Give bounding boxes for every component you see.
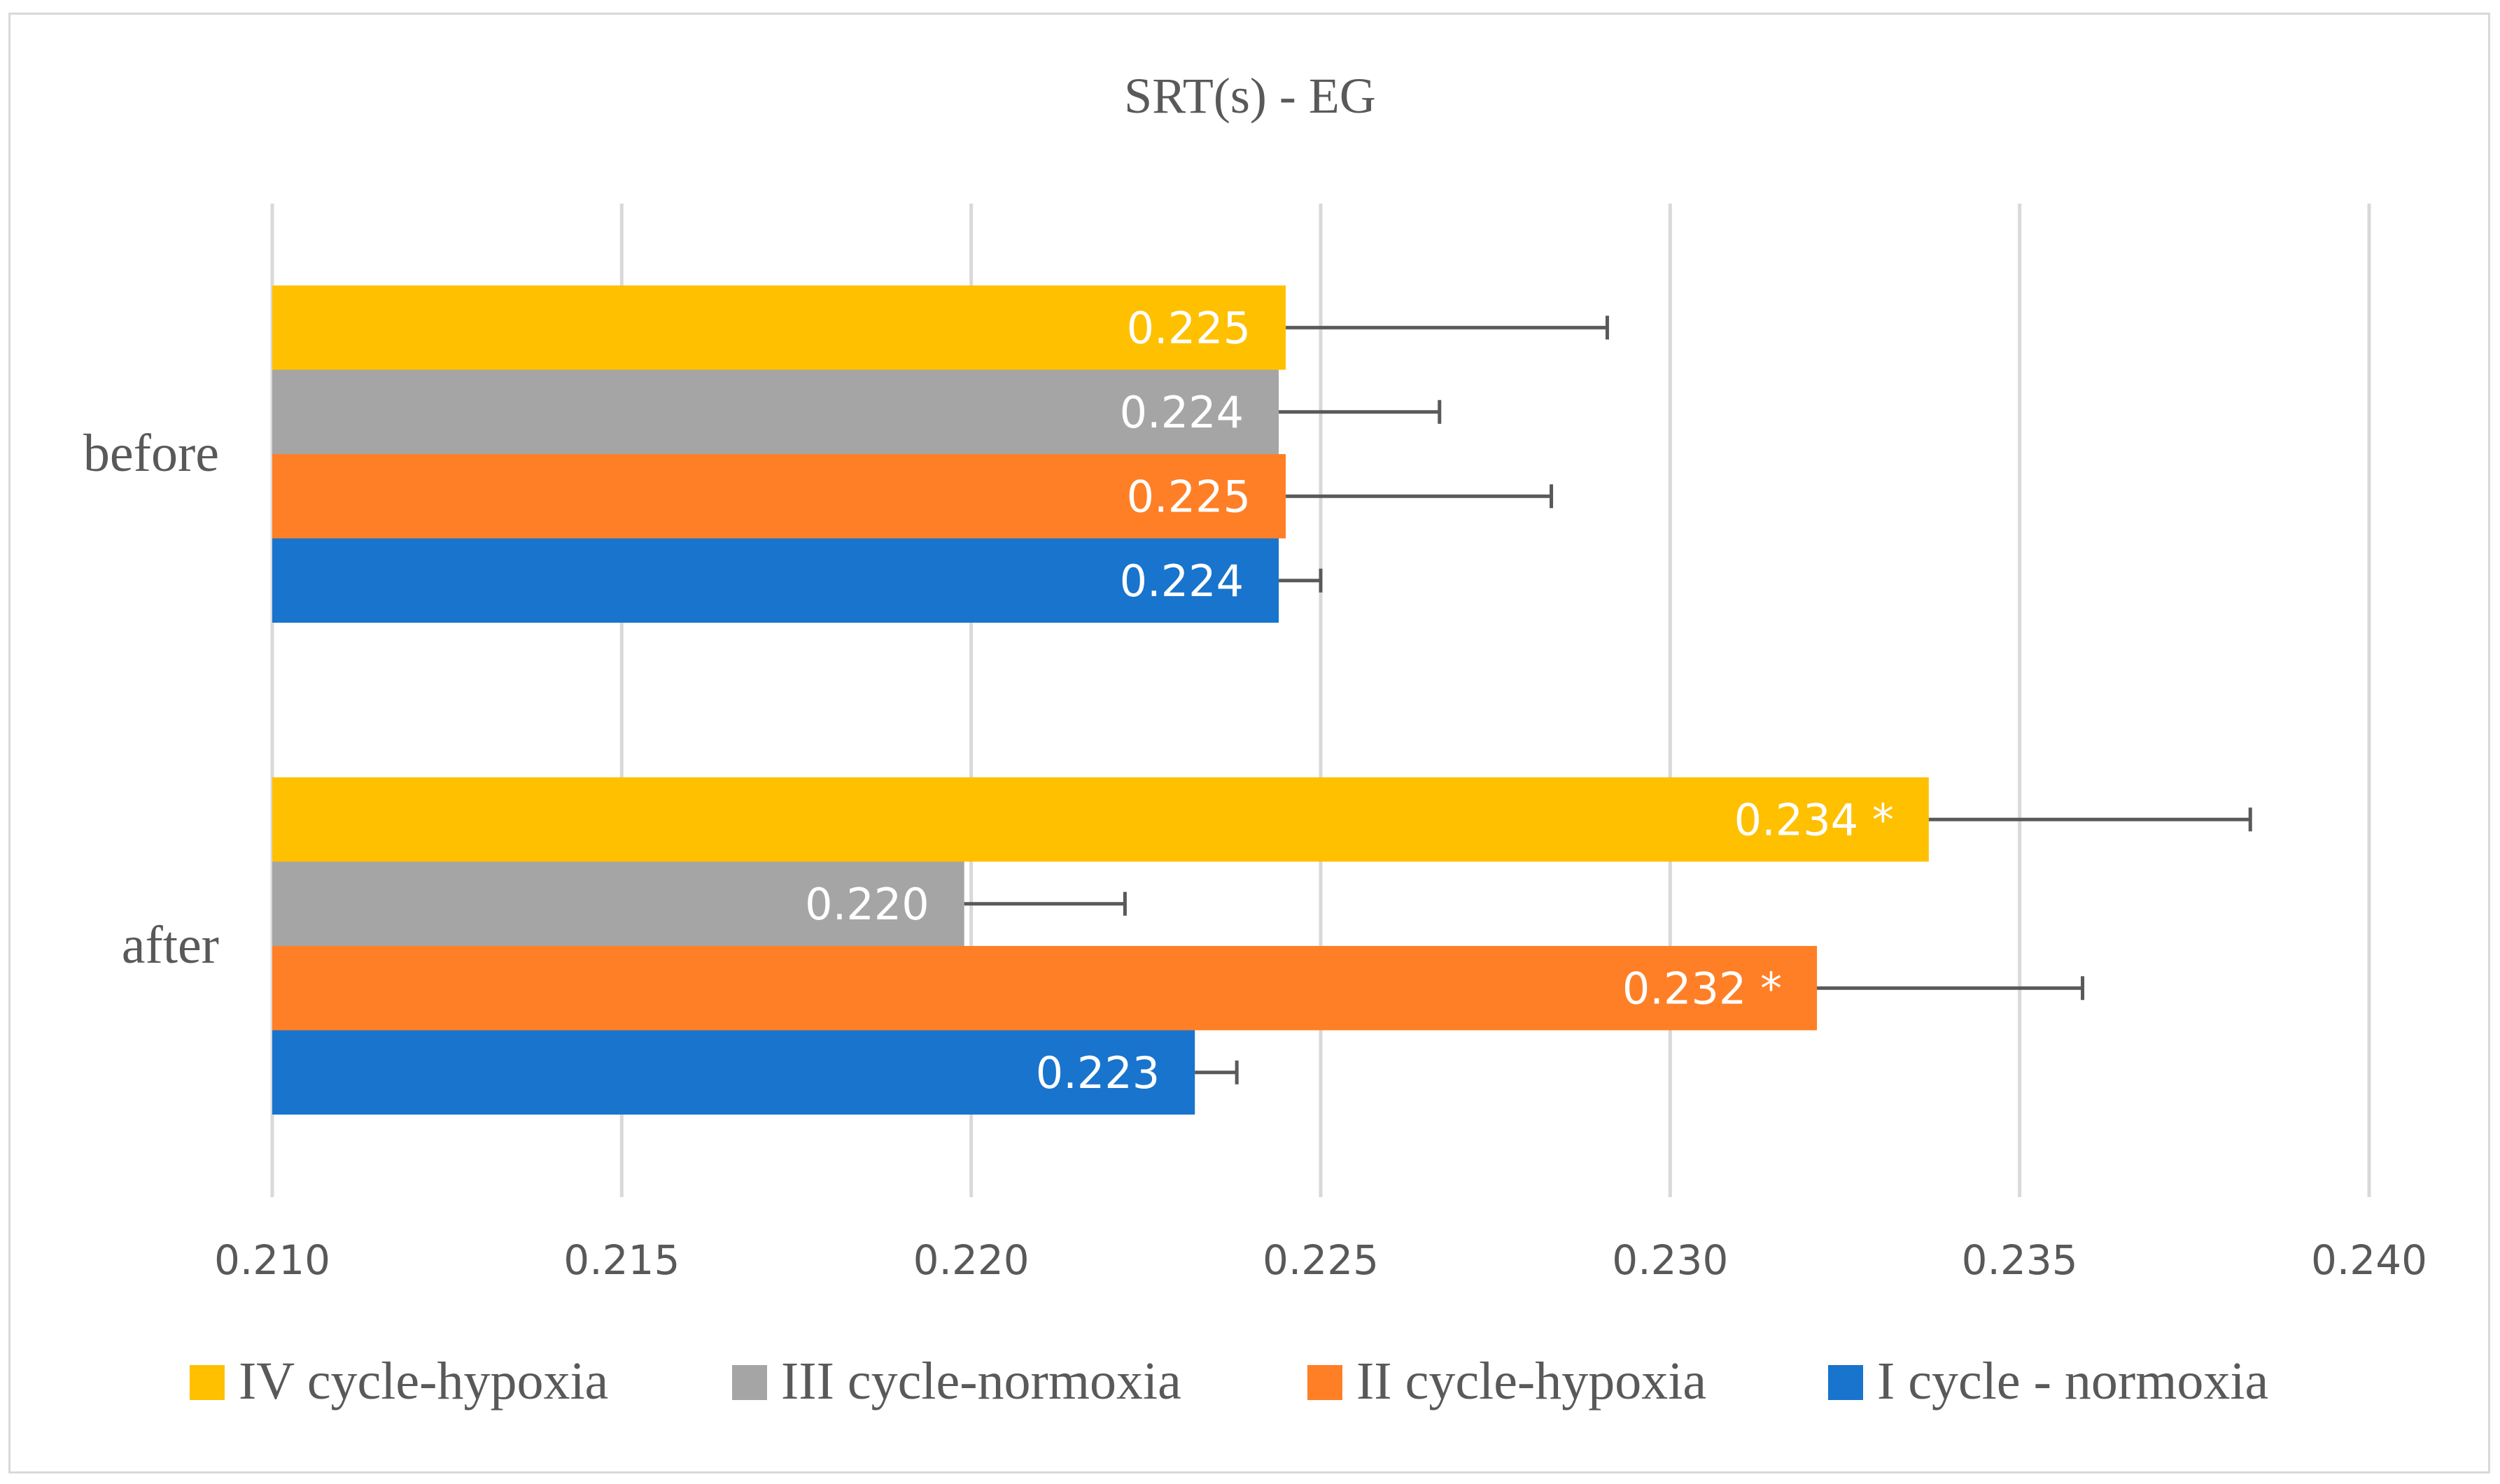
bar-before-1 xyxy=(272,369,1279,454)
legend-swatch-1 xyxy=(732,1365,767,1400)
x-tick-label: 0.225 xyxy=(1263,1236,1379,1284)
bar-after-2 xyxy=(272,946,1818,1031)
x-tick-label: 0.230 xyxy=(1612,1236,1728,1284)
data-label: 0.224 xyxy=(1120,387,1244,438)
legend-entry-2: II cycle-hypoxia xyxy=(1356,1352,1706,1411)
legend-swatch-3 xyxy=(1828,1365,1863,1400)
data-label: 0.223 xyxy=(1036,1047,1160,1098)
legend: IV cycle-hypoxia III cycle-normoxia II cyc… xyxy=(190,1352,2268,1411)
category-label-after: after xyxy=(122,916,219,975)
category-labels: before after xyxy=(83,424,219,975)
bars-layer: 0.225 0.224 0.225 0.224 0.234 * 0.220 0.232 * 0… xyxy=(272,285,2252,1115)
legend-entry-3: I cycle - normoxia xyxy=(1877,1352,2268,1411)
data-label: 0.224 xyxy=(1120,556,1244,607)
x-tick-label: 0.220 xyxy=(913,1236,1030,1284)
x-tick-label: 0.215 xyxy=(563,1236,680,1284)
bar-after-0 xyxy=(272,777,1929,862)
x-axis-ticks: 0.210 0.215 0.220 0.225 0.230 0.235 0.240 xyxy=(214,1236,2427,1284)
data-label: 0.225 xyxy=(1127,471,1251,522)
chart-frame: SRT(s) - EG 0.225 0.224 0.225 0.224 0.234 * 0… xyxy=(8,13,2490,1474)
data-label: 0.220 xyxy=(805,879,929,930)
bar-before-2 xyxy=(272,454,1286,539)
legend-entry-0: IV cycle-hypoxia xyxy=(239,1352,608,1411)
bar-after-3 xyxy=(272,1030,1195,1115)
bar-before-0 xyxy=(272,285,1286,370)
x-tick-label: 0.235 xyxy=(1962,1236,2078,1284)
legend-swatch-0 xyxy=(190,1365,225,1400)
x-tick-label: 0.240 xyxy=(2311,1236,2427,1284)
data-label: 0.234 * xyxy=(1734,794,1894,845)
legend-entry-1: III cycle-normoxia xyxy=(781,1352,1181,1411)
chart-title: SRT(s) - EG xyxy=(1124,68,1376,124)
legend-swatch-2 xyxy=(1307,1365,1342,1400)
bar-after-1 xyxy=(272,861,964,946)
category-label-before: before xyxy=(83,424,219,483)
data-label: 0.232 * xyxy=(1622,963,1782,1014)
data-label: 0.225 xyxy=(1127,302,1251,353)
x-tick-label: 0.210 xyxy=(214,1236,330,1284)
bar-before-3 xyxy=(272,538,1279,623)
